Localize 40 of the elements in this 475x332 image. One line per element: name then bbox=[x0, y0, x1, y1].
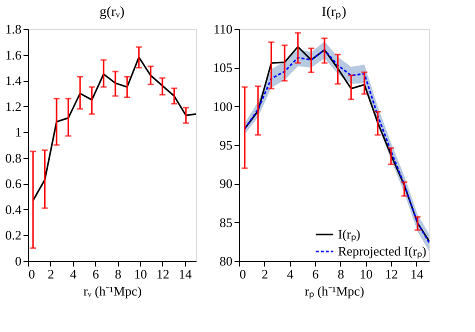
x-tick-label: 8 bbox=[338, 266, 344, 282]
x-tick-label: 0 bbox=[240, 266, 246, 282]
x-tick-label: 0 bbox=[28, 266, 35, 282]
x-tick-label: 2 bbox=[48, 266, 54, 282]
y-tick-label: 0 bbox=[15, 254, 22, 268]
x-tick-label: 2 bbox=[262, 266, 268, 282]
y-tick-label: 0.2 bbox=[5, 228, 22, 243]
x-tick-label: 10 bbox=[360, 266, 373, 282]
x-tick-label: 14 bbox=[410, 266, 424, 282]
y-tick-label: 95 bbox=[220, 138, 232, 152]
y-tick-label: 1.4 bbox=[5, 73, 22, 88]
x-axis-title: rᵥ (h⁻¹Mpc) bbox=[83, 284, 142, 298]
line-series bbox=[32, 56, 197, 202]
y-tick-label: 0.6 bbox=[5, 176, 22, 192]
x-tick-label: 12 bbox=[156, 266, 170, 282]
x-tick-label: 10 bbox=[134, 266, 147, 282]
y-tick-label: 110 bbox=[213, 22, 232, 36]
y-tick-label: 85 bbox=[220, 214, 232, 230]
y-tick-label: 90 bbox=[220, 176, 232, 192]
y-tick-label: 100 bbox=[213, 98, 232, 114]
x-tick-label: 4 bbox=[70, 266, 78, 282]
x-tick-label: 12 bbox=[385, 266, 398, 282]
x-tick-label: 14 bbox=[178, 266, 192, 282]
x-tick-label: 6 bbox=[312, 266, 320, 282]
x-tick-label: 8 bbox=[114, 266, 122, 282]
y-tick-label: 80 bbox=[220, 254, 232, 268]
x-axis-title: rₚ (h⁻¹Mpc) bbox=[304, 284, 364, 300]
y-tick-label: 1.2 bbox=[5, 98, 22, 114]
y-tick-label: 0.8 bbox=[5, 150, 22, 166]
x-tick-label: 4 bbox=[286, 266, 294, 282]
y-tick-label: 1.8 bbox=[5, 22, 22, 36]
y-tick-label: 105 bbox=[213, 60, 232, 76]
legend-label: Reprojected I(rₚ) bbox=[338, 244, 426, 260]
legend-label: I(rₚ) bbox=[338, 226, 360, 242]
chart-title: g(rᵥ) bbox=[99, 5, 125, 20]
y-tick-label: 0.4 bbox=[5, 202, 22, 217]
chart-title: I(rₚ) bbox=[322, 5, 347, 20]
y-tick-label: 1 bbox=[15, 124, 22, 140]
x-tick-label: 6 bbox=[92, 266, 100, 282]
y-tick-label: 1.6 bbox=[5, 47, 22, 62]
